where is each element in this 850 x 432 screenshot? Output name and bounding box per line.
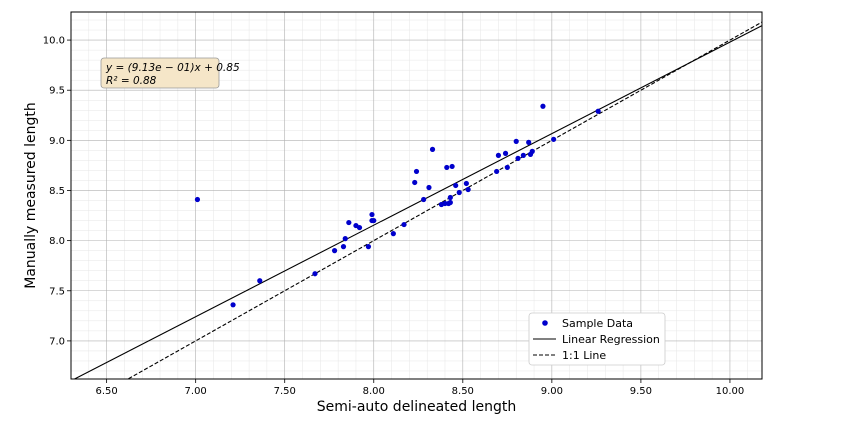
data-point: [412, 179, 418, 186]
data-point: [595, 108, 601, 114]
y-tick-label: 7.5: [49, 286, 65, 297]
data-point: [413, 168, 420, 175]
data-point: [426, 184, 432, 191]
x-axis-title: Semi-auto delineated length: [317, 399, 516, 415]
x-axis-ticks: 6.50 7.00 7.50 8.00 8.50 9.00 9.50 10.00: [95, 379, 744, 397]
data-point: [356, 224, 363, 231]
y-tick-label: 10.0: [43, 36, 65, 47]
legend-box: [528, 312, 666, 366]
data-point: [502, 150, 509, 156]
data-point: [551, 136, 557, 142]
grid-major: [71, 12, 762, 379]
data-point: [346, 219, 352, 226]
y-tick-label: 8.5: [49, 186, 65, 197]
data-point: [513, 138, 519, 144]
y-tick-label: 9.0: [49, 136, 65, 147]
data-point: [429, 146, 436, 152]
data-point: [495, 152, 502, 158]
legend-label-linear-regression: Linear Regression: [562, 333, 660, 346]
data-point: [342, 236, 348, 242]
data-point: [449, 163, 455, 170]
y-tick-label: 9.5: [49, 86, 65, 97]
data-point: [453, 182, 459, 189]
x-tick-label: 9.50: [630, 386, 652, 397]
data-points: [194, 103, 601, 308]
r-squared: R² = 0.88: [106, 75, 157, 87]
data-point: [365, 244, 372, 250]
data-point: [504, 164, 510, 171]
x-tick-label: 7.00: [185, 386, 207, 397]
legend: Sample Data Linear Regression 1:1 Line: [528, 312, 666, 366]
x-tick-label: 8.50: [452, 386, 474, 397]
data-point: [456, 189, 462, 196]
x-tick-label: 9.00: [541, 386, 563, 397]
data-point: [529, 148, 535, 154]
data-point: [447, 199, 453, 206]
equation-box: y = (9.13e − 01)x + 0.85 R² = 0.88: [100, 57, 240, 89]
y-axis-ticks: 7.0 7.5 8.0 8.5 9.0 9.5 10.0: [43, 36, 71, 347]
data-point: [463, 180, 469, 187]
data-point: [444, 164, 450, 171]
data-point: [526, 139, 532, 145]
data-point: [447, 194, 453, 201]
data-point: [540, 103, 546, 109]
data-point: [401, 221, 407, 228]
data-point: [442, 200, 448, 207]
x-tick-label: 8.00: [363, 386, 385, 397]
x-tick-label: 10.00: [716, 386, 745, 397]
legend-label-one-to-one: 1:1 Line: [562, 349, 606, 362]
data-point: [331, 248, 338, 254]
one-to-one-line: [126, 21, 762, 379]
fit-lines: [73, 21, 762, 379]
x-tick-label: 7.50: [274, 386, 296, 397]
data-point: [340, 244, 347, 250]
data-point: [230, 302, 236, 308]
data-point: [494, 168, 500, 175]
data-point: [421, 196, 427, 203]
x-tick-label: 6.50: [95, 386, 117, 397]
data-point: [515, 155, 521, 161]
data-point: [257, 278, 263, 284]
y-tick-label: 7.0: [49, 336, 65, 347]
plot-frame: [70, 11, 763, 380]
data-point: [520, 152, 526, 158]
regression-equation: y = (9.13e − 01)x + 0.85: [105, 62, 240, 74]
legend-label-sample-data: Sample Data: [562, 317, 633, 330]
regression-line: [73, 25, 762, 379]
legend-marker-sample-data: [542, 320, 548, 326]
data-point: [194, 196, 201, 203]
data-point: [312, 271, 318, 277]
data-point: [390, 231, 396, 237]
data-point: [371, 217, 377, 224]
data-point: [465, 186, 471, 193]
y-tick-label: 8.0: [49, 236, 65, 247]
y-axis-title: Manually measured length: [23, 102, 39, 289]
data-point: [369, 211, 375, 218]
equation-box-background: [100, 57, 220, 89]
